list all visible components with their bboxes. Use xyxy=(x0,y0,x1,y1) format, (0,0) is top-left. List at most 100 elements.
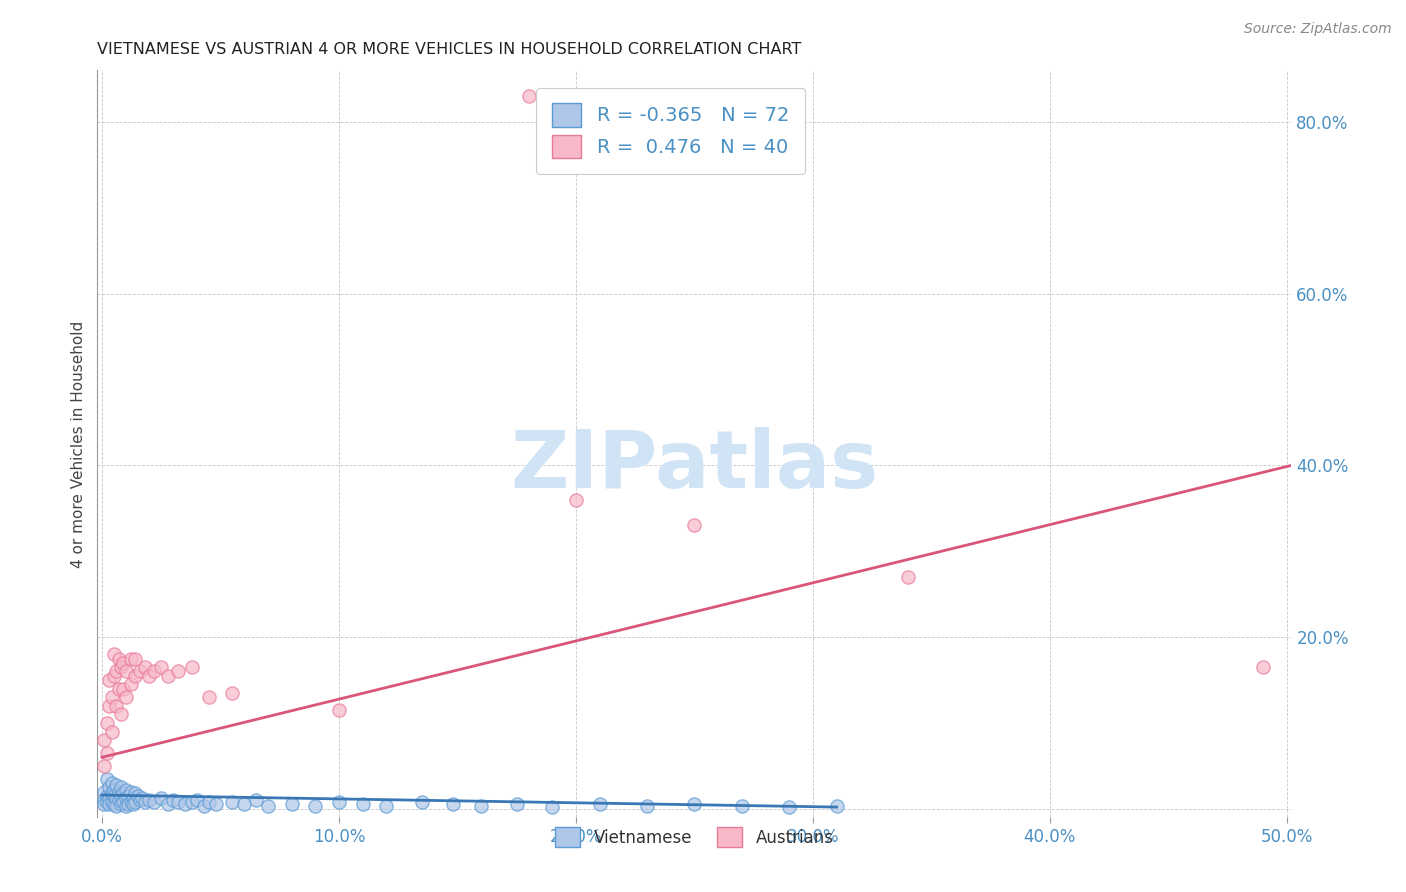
Point xyxy=(105,791,128,805)
Text: VIETNAMESE VS AUSTRIAN 4 OR MORE VEHICLES IN HOUSEHOLD CORRELATION CHART: VIETNAMESE VS AUSTRIAN 4 OR MORE VEHICLE… xyxy=(97,42,801,57)
Point xyxy=(120,651,142,665)
Point xyxy=(122,797,145,812)
Point xyxy=(186,793,208,807)
Point xyxy=(103,797,125,812)
Point xyxy=(778,800,800,814)
Point xyxy=(1251,660,1274,674)
Point xyxy=(897,570,920,584)
Point xyxy=(93,759,115,773)
Point xyxy=(120,795,142,809)
Point xyxy=(110,707,132,722)
Point xyxy=(103,783,125,797)
Point xyxy=(124,786,146,800)
Point xyxy=(96,772,118,786)
Point xyxy=(122,791,145,805)
Point xyxy=(114,665,136,679)
Point xyxy=(352,797,374,812)
Point xyxy=(107,681,129,696)
Point xyxy=(117,797,139,811)
Point xyxy=(157,797,180,812)
Text: Source: ZipAtlas.com: Source: ZipAtlas.com xyxy=(1244,22,1392,37)
Point xyxy=(98,797,121,812)
Point xyxy=(96,789,118,803)
Point xyxy=(129,793,152,807)
Point xyxy=(112,656,135,670)
Point xyxy=(100,724,122,739)
Point xyxy=(280,797,302,812)
Point xyxy=(636,799,658,814)
Point xyxy=(103,789,125,803)
Point xyxy=(110,780,132,795)
Point xyxy=(181,660,204,674)
Point xyxy=(683,518,706,533)
Point xyxy=(120,677,142,691)
Point xyxy=(517,89,540,103)
Point xyxy=(98,791,121,805)
Point xyxy=(93,784,115,798)
Point xyxy=(197,690,219,705)
Point xyxy=(100,690,122,705)
Point xyxy=(167,795,190,809)
Point xyxy=(114,783,136,797)
Point xyxy=(105,698,128,713)
Point xyxy=(110,797,132,812)
Point xyxy=(100,776,122,790)
Point xyxy=(565,492,588,507)
Point xyxy=(120,784,142,798)
Point xyxy=(441,797,464,812)
Point xyxy=(117,789,139,803)
Point xyxy=(233,797,256,812)
Point xyxy=(105,799,128,814)
Point xyxy=(304,799,326,814)
Point xyxy=(105,665,128,679)
Point xyxy=(114,690,136,705)
Point xyxy=(105,778,128,792)
Point xyxy=(197,795,219,809)
Point xyxy=(103,669,125,683)
Point xyxy=(134,795,156,809)
Point xyxy=(124,795,146,809)
Point xyxy=(114,799,136,814)
Point xyxy=(131,791,153,805)
Point xyxy=(124,651,146,665)
Point xyxy=(96,795,118,809)
Point xyxy=(174,797,197,812)
Point xyxy=(375,799,398,814)
Point xyxy=(150,660,173,674)
Point xyxy=(257,799,280,814)
Point xyxy=(112,681,135,696)
Point xyxy=(100,795,122,809)
Point xyxy=(129,665,152,679)
Legend: Vietnamese, Austrians: Vietnamese, Austrians xyxy=(548,820,841,854)
Point xyxy=(683,797,706,812)
Point xyxy=(411,795,433,809)
Point xyxy=(221,795,243,809)
Point xyxy=(825,799,848,814)
Point xyxy=(193,799,215,814)
Point xyxy=(103,647,125,661)
Point xyxy=(93,793,115,807)
Point xyxy=(134,660,156,674)
Point xyxy=(110,660,132,674)
Point xyxy=(138,793,160,807)
Point xyxy=(328,703,350,717)
Point xyxy=(93,733,115,747)
Point xyxy=(98,698,121,713)
Point xyxy=(167,665,190,679)
Point xyxy=(162,793,184,807)
Text: ZIPatlas: ZIPatlas xyxy=(510,427,879,505)
Point xyxy=(470,799,492,814)
Point xyxy=(588,797,610,812)
Point xyxy=(96,715,118,730)
Point xyxy=(110,789,132,803)
Point xyxy=(328,795,350,809)
Point xyxy=(127,789,149,803)
Point xyxy=(98,673,121,687)
Point xyxy=(157,669,180,683)
Point xyxy=(93,797,115,812)
Point xyxy=(98,780,121,795)
Point xyxy=(138,669,160,683)
Point xyxy=(100,786,122,800)
Point xyxy=(124,669,146,683)
Point xyxy=(112,786,135,800)
